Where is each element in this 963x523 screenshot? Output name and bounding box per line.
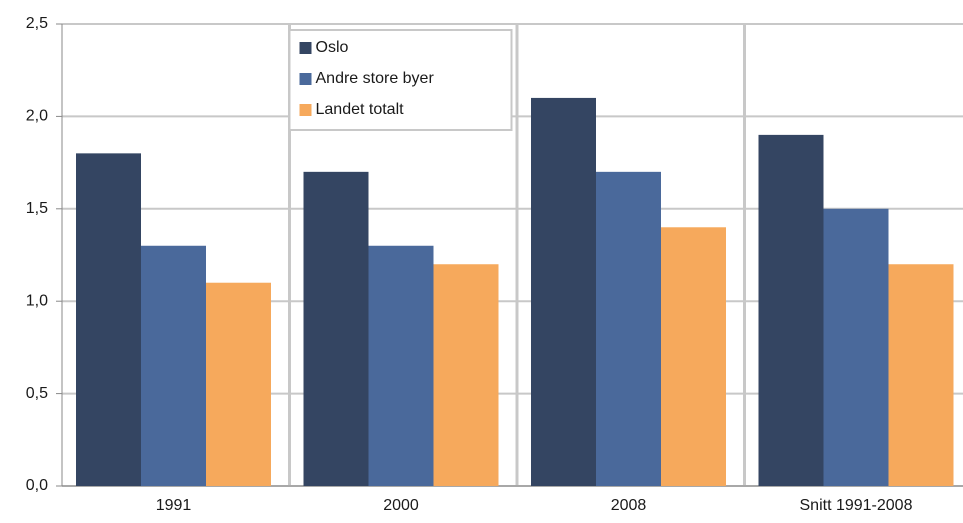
bar (206, 282, 271, 486)
bar (368, 245, 434, 486)
bar (888, 264, 954, 486)
y-tick-label: 2,0 (26, 108, 48, 125)
legend-box (288, 29, 513, 131)
legend-label: Landet totalt (316, 101, 405, 118)
y-tick-label: 0,5 (26, 385, 48, 402)
bar (661, 227, 726, 486)
y-tick-label: 1,0 (26, 292, 48, 309)
bar (758, 134, 824, 486)
bar (433, 264, 499, 486)
bar (531, 97, 596, 487)
legend-swatch (299, 73, 312, 85)
legend-swatch (299, 42, 312, 54)
bar (596, 171, 661, 486)
bar (303, 171, 369, 486)
y-tick-label: 2,5 (26, 15, 48, 32)
y-tick-label: 1,5 (26, 200, 48, 217)
y-tick-label: 0,0 (26, 477, 48, 494)
x-tick-label: 2000 (383, 497, 419, 514)
bar (76, 153, 141, 487)
bar (141, 245, 206, 486)
x-tick-label: Snitt 1991-2008 (800, 497, 913, 514)
legend-swatch (299, 104, 312, 116)
legend-label: Oslo (316, 39, 349, 56)
bar (823, 208, 889, 487)
x-tick-label: 1991 (156, 497, 192, 514)
legend-label: Andre store byer (316, 70, 435, 87)
x-tick-label: 2008 (611, 497, 647, 514)
